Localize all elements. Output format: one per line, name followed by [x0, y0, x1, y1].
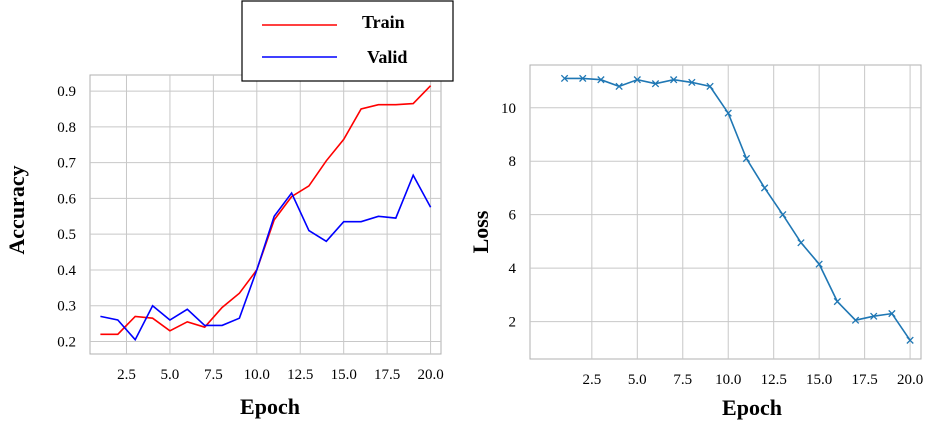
data-point-marker — [579, 74, 587, 83]
accuracy-x-tick-labels: 2.5 5.0 7.5 10.0 12.5 15.0 17.5 20.0 — [117, 367, 444, 383]
x-tick-label: 15.0 — [331, 367, 357, 383]
data-point-marker — [797, 239, 805, 247]
loss-gridlines — [529, 64, 922, 360]
data-point-marker — [651, 80, 660, 88]
legend-valid-label: Valid — [367, 47, 407, 67]
train-series-line — [100, 85, 432, 336]
x-tick-label: 2.5 — [582, 372, 601, 388]
y-tick-label: 0.9 — [57, 84, 76, 100]
accuracy-y-tick-labels: 0.2 0.3 0.4 0.5 0.6 0.7 0.8 0.9 — [57, 84, 76, 350]
x-tick-label: 20.0 — [897, 372, 923, 388]
accuracy-chart: 0.2 0.3 0.4 0.5 0.6 0.7 0.8 0.9 2.5 5.0 7.5 10.0 12… — [4, 0, 454, 419]
loss-x-axis-title: Epoch — [722, 395, 782, 420]
y-tick-label: 0.4 — [57, 263, 76, 279]
y-tick-label: 0.8 — [57, 120, 76, 136]
data-point-marker — [688, 78, 696, 87]
accuracy-x-axis-title: Epoch — [240, 394, 300, 419]
y-tick-label: 0.2 — [57, 334, 76, 350]
y-tick-label: 0.3 — [57, 299, 76, 315]
x-tick-label: 2.5 — [117, 367, 136, 383]
y-tick-label: 2 — [509, 315, 517, 331]
valid-series-line — [100, 173, 432, 342]
accuracy-series-lines — [100, 85, 432, 342]
accuracy-y-axis-title: Accuracy — [4, 165, 29, 254]
x-tick-label: 17.5 — [374, 367, 400, 383]
x-tick-label: 5.0 — [161, 367, 180, 383]
data-point-marker — [851, 316, 860, 324]
loss-x-tick-labels: 2.5 5.0 7.5 10.0 12.5 15.0 17.5 20.0 — [582, 372, 923, 388]
y-tick-label: 10 — [501, 101, 516, 117]
accuracy-gridlines — [89, 74, 442, 355]
data-point-marker — [906, 336, 914, 344]
x-tick-label: 17.5 — [851, 372, 877, 388]
loss-series-line — [560, 74, 914, 344]
x-tick-label: 7.5 — [204, 367, 223, 383]
data-point-marker — [633, 76, 641, 84]
plot-area-frame — [529, 64, 922, 360]
y-tick-label: 0.6 — [57, 191, 76, 207]
data-point-marker — [615, 82, 623, 91]
y-tick-label: 0.7 — [57, 156, 76, 172]
x-tick-label: 10.0 — [244, 367, 270, 383]
data-point-marker — [833, 297, 842, 306]
x-tick-label: 10.0 — [715, 372, 741, 388]
data-point-marker — [779, 211, 787, 219]
x-tick-label: 20.0 — [417, 367, 443, 383]
legend-box — [241, 0, 454, 82]
data-point-marker — [724, 109, 732, 117]
y-tick-label: 6 — [509, 208, 517, 224]
data-point-marker — [597, 76, 605, 84]
loss-y-tick-labels: 2 4 6 8 10 — [501, 101, 517, 331]
data-point-marker — [742, 154, 751, 163]
data-point-marker — [760, 184, 769, 192]
legend: Train Valid — [241, 0, 454, 82]
data-point-marker — [870, 312, 878, 320]
x-tick-label: 12.5 — [287, 367, 313, 383]
data-point-marker — [888, 309, 896, 318]
legend-train-label: Train — [362, 12, 405, 32]
data-point-marker — [560, 74, 569, 83]
plot-area-frame — [89, 74, 442, 355]
loss-chart: 2 4 6 8 10 2.5 5.0 7.5 10.0 12.5 15.0 17.5 20.0 Epo… — [468, 64, 923, 420]
y-tick-label: 8 — [509, 154, 517, 170]
x-tick-label: 7.5 — [673, 372, 692, 388]
series-line — [564, 77, 911, 341]
x-tick-label: 12.5 — [761, 372, 787, 388]
loss-y-axis-title: Loss — [468, 210, 493, 253]
data-point-marker — [670, 76, 678, 84]
data-point-marker — [706, 82, 714, 91]
x-tick-label: 5.0 — [628, 372, 647, 388]
data-point-marker — [815, 260, 823, 268]
y-tick-label: 4 — [509, 261, 517, 277]
x-tick-label: 15.0 — [806, 372, 832, 388]
y-tick-label: 0.5 — [57, 227, 76, 243]
